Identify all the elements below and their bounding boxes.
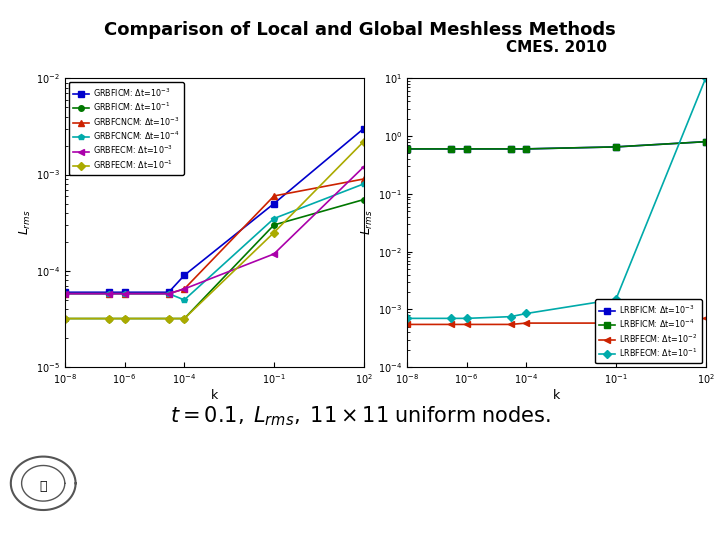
GRBFICM: Δt=10⁻¹: (3e-07, 3.2e-05): Δt=10⁻¹: (3e-07, 3.2e-05) (104, 315, 113, 322)
Legend: LRBFICM: Δt=10$^{-3}$, LRBFICM: Δt=10$^{-4}$, LRBFECM: Δt=10$^{-2}$, LRBFECM: Δt: LRBFICM: Δt=10$^{-3}$, LRBFICM: Δt=10$^{… (595, 300, 701, 363)
Line: GRBFCNCM: Δt=10⁻⁴: GRBFCNCM: Δt=10⁻⁴ (62, 181, 366, 302)
LRBFICM: Δt=10⁻³: (1e-08, 0.6): Δt=10⁻³: (1e-08, 0.6) (402, 146, 411, 152)
GRBFECM: Δt=10⁻¹: (0.0001, 3.2e-05): Δt=10⁻¹: (0.0001, 3.2e-05) (180, 315, 189, 322)
GRBFCNCM: Δt=10⁻⁴: (3e-07, 5.8e-05): Δt=10⁻⁴: (3e-07, 5.8e-05) (104, 291, 113, 297)
GRBFECM: Δt=10⁻³: (0.0001, 6.5e-05): Δt=10⁻³: (0.0001, 6.5e-05) (180, 286, 189, 292)
Text: 📚: 📚 (40, 480, 47, 493)
LRBFICM: Δt=10⁻⁴: (3e-07, 0.6): Δt=10⁻⁴: (3e-07, 0.6) (446, 146, 455, 152)
LRBFICM: Δt=10⁻³: (0.1, 0.65): Δt=10⁻³: (0.1, 0.65) (612, 144, 621, 150)
GRBFCNCM: Δt=10⁻³: (0.0001, 6.5e-05): Δt=10⁻³: (0.0001, 6.5e-05) (180, 286, 189, 292)
GRBFICM: Δt=10⁻³: (3e-07, 6e-05): Δt=10⁻³: (3e-07, 6e-05) (104, 289, 113, 295)
GRBFICM: Δt=10⁻¹: (100, 0.00055): Δt=10⁻¹: (100, 0.00055) (359, 197, 368, 203)
GRBFECM: Δt=10⁻¹: (3e-05, 3.2e-05): Δt=10⁻¹: (3e-05, 3.2e-05) (164, 315, 173, 322)
GRBFICM: Δt=10⁻³: (1e-08, 6e-05): Δt=10⁻³: (1e-08, 6e-05) (60, 289, 69, 295)
GRBFECM: Δt=10⁻³: (3e-05, 5.8e-05): Δt=10⁻³: (3e-05, 5.8e-05) (164, 291, 173, 297)
GRBFICM: Δt=10⁻¹: (0.0001, 3.2e-05): Δt=10⁻¹: (0.0001, 3.2e-05) (180, 315, 189, 322)
GRBFECM: Δt=10⁻³: (0.1, 0.00015): Δt=10⁻³: (0.1, 0.00015) (270, 251, 279, 257)
GRBFCNCM: Δt=10⁻³: (100, 0.0009): Δt=10⁻³: (100, 0.0009) (359, 176, 368, 182)
Line: LRBFICM: Δt=10⁻⁴: LRBFICM: Δt=10⁻⁴ (404, 139, 708, 152)
LRBFICM: Δt=10⁻⁴: (0.0001, 0.6): Δt=10⁻⁴: (0.0001, 0.6) (522, 146, 531, 152)
Line: LRBFECM: Δt=10⁻²: LRBFECM: Δt=10⁻² (404, 315, 708, 327)
GRBFCNCM: Δt=10⁻³: (1e-06, 5.8e-05): Δt=10⁻³: (1e-06, 5.8e-05) (120, 291, 129, 297)
GRBFICM: Δt=10⁻³: (0.0001, 9e-05): Δt=10⁻³: (0.0001, 9e-05) (180, 272, 189, 279)
Y-axis label: $L_{rms}$: $L_{rms}$ (18, 210, 33, 235)
GRBFCNCM: Δt=10⁻⁴: (1e-06, 5.8e-05): Δt=10⁻⁴: (1e-06, 5.8e-05) (120, 291, 129, 297)
LRBFECM: Δt=10⁻¹: (100, 10): Δt=10⁻¹: (100, 10) (701, 75, 710, 82)
GRBFCNCM: Δt=10⁻⁴: (3e-05, 5.8e-05): Δt=10⁻⁴: (3e-05, 5.8e-05) (164, 291, 173, 297)
LRBFICM: Δt=10⁻³: (1e-06, 0.6): Δt=10⁻³: (1e-06, 0.6) (462, 146, 471, 152)
Text: CMES. 2010: CMES. 2010 (505, 40, 607, 55)
GRBFCNCM: Δt=10⁻³: (3e-05, 5.8e-05): Δt=10⁻³: (3e-05, 5.8e-05) (164, 291, 173, 297)
GRBFECM: Δt=10⁻¹: (1e-06, 3.2e-05): Δt=10⁻¹: (1e-06, 3.2e-05) (120, 315, 129, 322)
LRBFICM: Δt=10⁻⁴: (1e-08, 0.6): Δt=10⁻⁴: (1e-08, 0.6) (402, 146, 411, 152)
X-axis label: k: k (552, 389, 560, 402)
Line: GRBFECM: Δt=10⁻¹: GRBFECM: Δt=10⁻¹ (62, 139, 366, 321)
LRBFECM: Δt=10⁻¹: (1e-06, 0.0007): Δt=10⁻¹: (1e-06, 0.0007) (462, 315, 471, 322)
LRBFICM: Δt=10⁻³: (3e-05, 0.6): Δt=10⁻³: (3e-05, 0.6) (506, 146, 515, 152)
GRBFCNCM: Δt=10⁻³: (3e-07, 5.8e-05): Δt=10⁻³: (3e-07, 5.8e-05) (104, 291, 113, 297)
Line: GRBFECM: Δt=10⁻³: GRBFECM: Δt=10⁻³ (62, 164, 366, 296)
LRBFECM: Δt=10⁻²: (3e-05, 0.00055): Δt=10⁻²: (3e-05, 0.00055) (506, 321, 515, 328)
LRBFICM: Δt=10⁻³: (3e-07, 0.6): Δt=10⁻³: (3e-07, 0.6) (446, 146, 455, 152)
LRBFECM: Δt=10⁻²: (0.0001, 0.00058): Δt=10⁻²: (0.0001, 0.00058) (522, 320, 531, 326)
GRBFCNCM: Δt=10⁻⁴: (1e-08, 5.8e-05): Δt=10⁻⁴: (1e-08, 5.8e-05) (60, 291, 69, 297)
GRBFECM: Δt=10⁻³: (3e-07, 5.8e-05): Δt=10⁻³: (3e-07, 5.8e-05) (104, 291, 113, 297)
LRBFECM: Δt=10⁻¹: (0.1, 0.0015): Δt=10⁻¹: (0.1, 0.0015) (612, 296, 621, 302)
GRBFCNCM: Δt=10⁻⁴: (100, 0.0008): Δt=10⁻⁴: (100, 0.0008) (359, 181, 368, 187)
LRBFECM: Δt=10⁻²: (100, 0.0007): Δt=10⁻²: (100, 0.0007) (701, 315, 710, 322)
Line: LRBFICM: Δt=10⁻³: LRBFICM: Δt=10⁻³ (404, 139, 708, 152)
GRBFICM: Δt=10⁻³: (3e-05, 6e-05): Δt=10⁻³: (3e-05, 6e-05) (164, 289, 173, 295)
Text: Comparison of Local and Global Meshless Methods: Comparison of Local and Global Meshless … (104, 21, 616, 39)
GRBFECM: Δt=10⁻¹: (100, 0.0022): Δt=10⁻¹: (100, 0.0022) (359, 138, 368, 145)
GRBFICM: Δt=10⁻¹: (1e-06, 3.2e-05): Δt=10⁻¹: (1e-06, 3.2e-05) (120, 315, 129, 322)
Text: $t = 0.1,\; L_{rms},\; 11 \times 11\; \mathrm{uniform\; nodes.}$: $t = 0.1,\; L_{rms},\; 11 \times 11\; \m… (170, 404, 550, 428)
GRBFECM: Δt=10⁻³: (1e-06, 5.8e-05): Δt=10⁻³: (1e-06, 5.8e-05) (120, 291, 129, 297)
LRBFECM: Δt=10⁻¹: (3e-05, 0.00075): Δt=10⁻¹: (3e-05, 0.00075) (506, 313, 515, 320)
LRBFICM: Δt=10⁻⁴: (100, 0.8): Δt=10⁻⁴: (100, 0.8) (701, 138, 710, 145)
GRBFICM: Δt=10⁻¹: (3e-05, 3.2e-05): Δt=10⁻¹: (3e-05, 3.2e-05) (164, 315, 173, 322)
GRBFECM: Δt=10⁻¹: (0.1, 0.00025): Δt=10⁻¹: (0.1, 0.00025) (270, 230, 279, 236)
Y-axis label: $L_{rms}$: $L_{rms}$ (360, 210, 375, 235)
LRBFECM: Δt=10⁻²: (1e-08, 0.00055): Δt=10⁻²: (1e-08, 0.00055) (402, 321, 411, 328)
GRBFECM: Δt=10⁻¹: (1e-08, 3.2e-05): Δt=10⁻¹: (1e-08, 3.2e-05) (60, 315, 69, 322)
GRBFECM: Δt=10⁻³: (1e-08, 5.8e-05): Δt=10⁻³: (1e-08, 5.8e-05) (60, 291, 69, 297)
GRBFICM: Δt=10⁻³: (100, 0.003): Δt=10⁻³: (100, 0.003) (359, 125, 368, 132)
Line: LRBFECM: Δt=10⁻¹: LRBFECM: Δt=10⁻¹ (404, 76, 708, 321)
LRBFECM: Δt=10⁻¹: (1e-08, 0.0007): Δt=10⁻¹: (1e-08, 0.0007) (402, 315, 411, 322)
GRBFCNCM: Δt=10⁻³: (1e-08, 5.8e-05): Δt=10⁻³: (1e-08, 5.8e-05) (60, 291, 69, 297)
LRBFICM: Δt=10⁻⁴: (0.1, 0.65): Δt=10⁻⁴: (0.1, 0.65) (612, 144, 621, 150)
GRBFECM: Δt=10⁻³: (100, 0.0012): Δt=10⁻³: (100, 0.0012) (359, 164, 368, 170)
LRBFECM: Δt=10⁻²: (0.1, 0.00058): Δt=10⁻²: (0.1, 0.00058) (612, 320, 621, 326)
GRBFCNCM: Δt=10⁻⁴: (0.0001, 5e-05): Δt=10⁻⁴: (0.0001, 5e-05) (180, 296, 189, 303)
LRBFICM: Δt=10⁻⁴: (3e-05, 0.6): Δt=10⁻⁴: (3e-05, 0.6) (506, 146, 515, 152)
X-axis label: k: k (210, 389, 218, 402)
Legend: GRBFICM: Δt=10$^{-3}$, GRBFICM: Δt=10$^{-1}$, GRBFCNCM: Δt=10$^{-3}$, GRBFCNCM: : GRBFICM: Δt=10$^{-3}$, GRBFICM: Δt=10$^{… (69, 82, 184, 175)
Line: GRBFCNCM: Δt=10⁻³: GRBFCNCM: Δt=10⁻³ (62, 176, 366, 296)
LRBFICM: Δt=10⁻³: (0.0001, 0.6): Δt=10⁻³: (0.0001, 0.6) (522, 146, 531, 152)
GRBFICM: Δt=10⁻¹: (0.1, 0.0003): Δt=10⁻¹: (0.1, 0.0003) (270, 222, 279, 228)
Line: GRBFICM: Δt=10⁻¹: GRBFICM: Δt=10⁻¹ (62, 197, 366, 321)
LRBFECM: Δt=10⁻¹: (3e-07, 0.0007): Δt=10⁻¹: (3e-07, 0.0007) (446, 315, 455, 322)
GRBFCNCM: Δt=10⁻⁴: (0.1, 0.00035): Δt=10⁻⁴: (0.1, 0.00035) (270, 215, 279, 222)
Line: GRBFICM: Δt=10⁻³: GRBFICM: Δt=10⁻³ (62, 126, 366, 295)
LRBFICM: Δt=10⁻³: (100, 0.8): Δt=10⁻³: (100, 0.8) (701, 138, 710, 145)
LRBFICM: Δt=10⁻⁴: (1e-06, 0.6): Δt=10⁻⁴: (1e-06, 0.6) (462, 146, 471, 152)
LRBFECM: Δt=10⁻²: (3e-07, 0.00055): Δt=10⁻²: (3e-07, 0.00055) (446, 321, 455, 328)
LRBFECM: Δt=10⁻¹: (0.0001, 0.00085): Δt=10⁻¹: (0.0001, 0.00085) (522, 310, 531, 317)
GRBFICM: Δt=10⁻¹: (1e-08, 3.2e-05): Δt=10⁻¹: (1e-08, 3.2e-05) (60, 315, 69, 322)
LRBFECM: Δt=10⁻²: (1e-06, 0.00055): Δt=10⁻²: (1e-06, 0.00055) (462, 321, 471, 328)
GRBFCNCM: Δt=10⁻³: (0.1, 0.0006): Δt=10⁻³: (0.1, 0.0006) (270, 193, 279, 199)
GRBFICM: Δt=10⁻³: (1e-06, 6e-05): Δt=10⁻³: (1e-06, 6e-05) (120, 289, 129, 295)
GRBFICM: Δt=10⁻³: (0.1, 0.0005): Δt=10⁻³: (0.1, 0.0005) (270, 200, 279, 207)
GRBFECM: Δt=10⁻¹: (3e-07, 3.2e-05): Δt=10⁻¹: (3e-07, 3.2e-05) (104, 315, 113, 322)
